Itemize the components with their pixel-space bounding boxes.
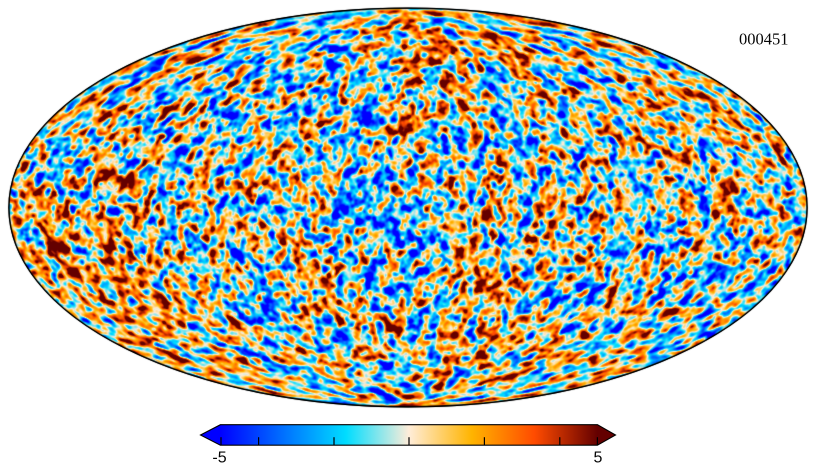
svg-text:-5: -5	[212, 450, 226, 467]
svg-text:5: 5	[594, 450, 603, 467]
